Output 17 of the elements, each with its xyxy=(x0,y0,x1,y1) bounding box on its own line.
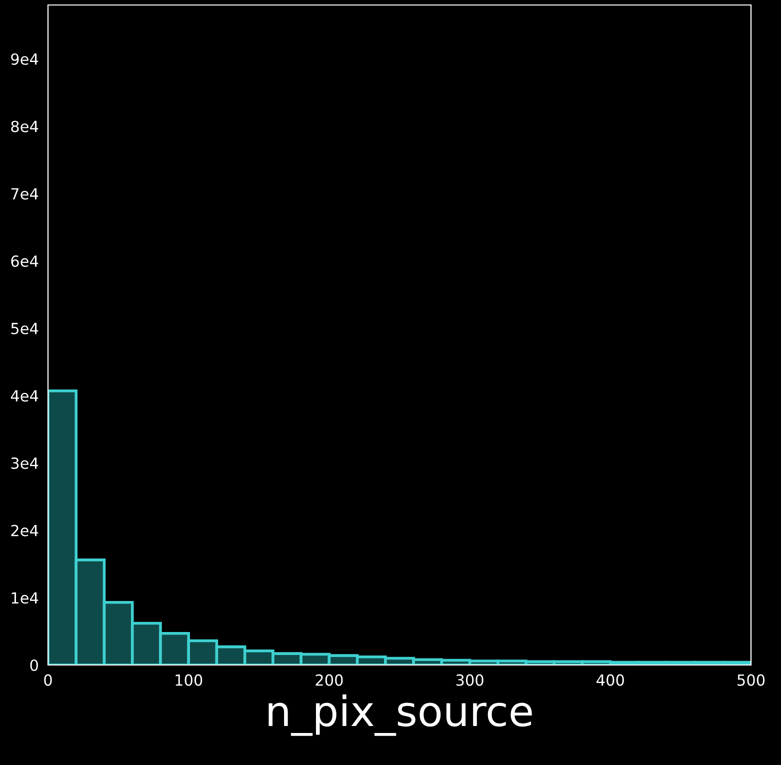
x-tick-label: 100 xyxy=(176,674,202,686)
x-tick-label: 200 xyxy=(316,674,343,686)
y-tick-label: 5e4 xyxy=(11,322,38,334)
y-tick-label: 8e4 xyxy=(11,120,38,132)
y-tick-label: 1e4 xyxy=(12,592,38,604)
y-tick-label: 3e4 xyxy=(11,457,38,469)
x-tick-label: 500 xyxy=(738,674,765,686)
y-tick-label: 0 xyxy=(30,659,38,672)
y-tick-label: 9e4 xyxy=(11,53,38,65)
y-tick-label: 2e4 xyxy=(11,524,38,536)
y-tick-label: 7e4 xyxy=(11,188,38,200)
y-tick-label: 4e4 xyxy=(10,390,38,402)
x-tick-label: 400 xyxy=(596,674,624,686)
x-tick-label: 300 xyxy=(456,674,484,686)
x-tick-label: 0 xyxy=(44,674,52,686)
x-axis-title: n_pix_source xyxy=(268,694,532,736)
y-tick-label: 6e4 xyxy=(11,255,38,267)
